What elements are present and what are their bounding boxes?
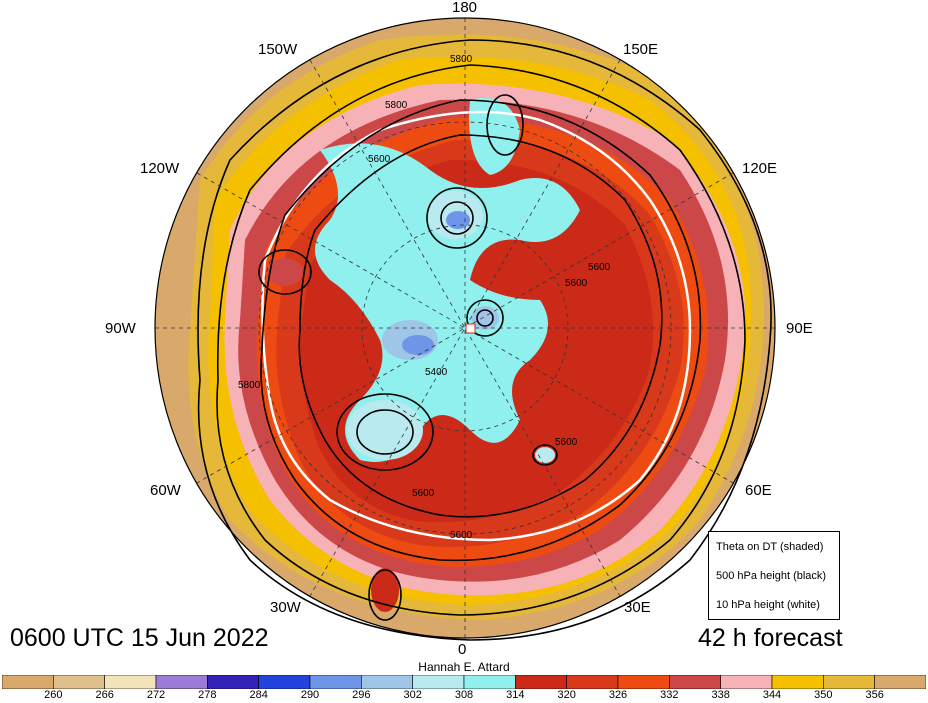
lon-label-120w: 120W xyxy=(140,160,180,177)
theta-colorbar xyxy=(2,675,926,689)
colorbar-tick-label: 272 xyxy=(146,689,166,701)
colorbar-tick-label: 302 xyxy=(403,689,422,701)
colorbar-swatch xyxy=(669,675,721,689)
contour-label: 5400 xyxy=(425,367,448,378)
contour-label: 5800 xyxy=(238,380,261,391)
contour-label: 5600 xyxy=(412,488,435,499)
colorbar-ticks: 260 266 272 278 284 290 296 302 308 314 320 326 332 3… xyxy=(0,689,928,703)
polar-stereographic-map: 5800 5800 5600 5600 5600 5400 5600 5600 … xyxy=(154,17,776,641)
contour-label: 5600 xyxy=(368,154,391,165)
colorbar-swatch xyxy=(412,675,465,689)
colorbar-tick-label: 290 xyxy=(300,689,320,701)
author-credit: Hannah E. Attard xyxy=(418,660,510,674)
colorbar-swatch xyxy=(617,675,670,689)
contour-label: 5600 xyxy=(565,278,588,289)
colorbar-swatch xyxy=(258,675,311,689)
map-boundary xyxy=(154,17,776,639)
legend-10hpa: 10 hPa height (white) xyxy=(716,599,820,611)
colorbar-tick-label: 260 xyxy=(44,689,63,701)
colorbar-swatch xyxy=(720,675,773,689)
lon-label-90w: 90W xyxy=(105,320,136,337)
colorbar-swatch xyxy=(155,675,208,689)
colorbar-swatch xyxy=(207,675,259,689)
colorbar-swatch xyxy=(771,675,824,689)
lon-label-0: 0 xyxy=(458,641,467,658)
legend-theta: Theta on DT (shaded) xyxy=(716,541,824,553)
lon-label-60w: 60W xyxy=(150,482,181,499)
500hpa-height-contours xyxy=(197,39,772,641)
colorbar-swatch xyxy=(874,675,926,689)
lon-label-180: 180 xyxy=(452,0,478,16)
valid-time: 0600 UTC 15 Jun 2022 xyxy=(10,624,269,652)
colorbar-swatch xyxy=(53,675,105,689)
legend-500hpa: 500 hPa height (black) xyxy=(716,570,827,582)
lon-label-150w: 150W xyxy=(258,41,298,58)
colorbar-swatch xyxy=(823,675,875,689)
theta-shading xyxy=(155,18,775,638)
contour-labels: 5800 5800 5600 5600 5600 5400 5600 5600 … xyxy=(238,54,611,541)
colorbar-swatch xyxy=(515,675,567,689)
colorbar-tick-label: 284 xyxy=(249,689,268,701)
colorbar-tick-label: 332 xyxy=(660,689,679,701)
lon-label-30w: 30W xyxy=(270,599,301,616)
colorbar-tick-label: 326 xyxy=(608,689,628,701)
colorbar-tick-label: 314 xyxy=(506,689,525,701)
colorbar-tick-label: 344 xyxy=(762,689,782,701)
colorbar-tick-label: 308 xyxy=(454,689,474,701)
lon-label-60e: 60E xyxy=(745,482,772,499)
contour-label: 5800 xyxy=(385,100,408,111)
colorbar-tick-label: 278 xyxy=(198,689,217,701)
colorbar-swatch xyxy=(463,675,516,689)
colorbar-tick-label: 338 xyxy=(711,689,730,701)
lon-label-90e: 90E xyxy=(786,320,813,337)
colorbar-tick-label: 320 xyxy=(557,689,576,701)
forecast-lead: 42 h forecast xyxy=(698,624,843,652)
colorbar-swatch xyxy=(566,675,619,689)
colorbar-tick-label: 296 xyxy=(352,689,371,701)
contour-label: 5600 xyxy=(555,437,578,448)
field-legend: Theta on DT (shaded) 500 hPa height (bla… xyxy=(708,531,840,620)
contour-label: 5600 xyxy=(450,530,473,541)
contour-label: 5800 xyxy=(450,54,473,65)
lon-label-150e: 150E xyxy=(623,41,659,58)
graticule xyxy=(155,18,775,638)
colorbar-swatch xyxy=(104,675,157,689)
colorbar-tick-label: 266 xyxy=(95,689,114,701)
colorbar-tick-label: 356 xyxy=(865,689,884,701)
colorbar-swatch xyxy=(309,675,362,689)
contour-label: 5600 xyxy=(588,262,611,273)
lon-label-30e: 30E xyxy=(624,599,651,616)
north-pole-marker xyxy=(465,323,476,334)
lon-label-120e: 120E xyxy=(742,160,778,177)
colorbar-swatch xyxy=(2,675,54,689)
colorbar-tick-label: 350 xyxy=(814,689,833,701)
10hpa-height-contour xyxy=(261,110,692,542)
colorbar-swatch xyxy=(361,675,413,689)
